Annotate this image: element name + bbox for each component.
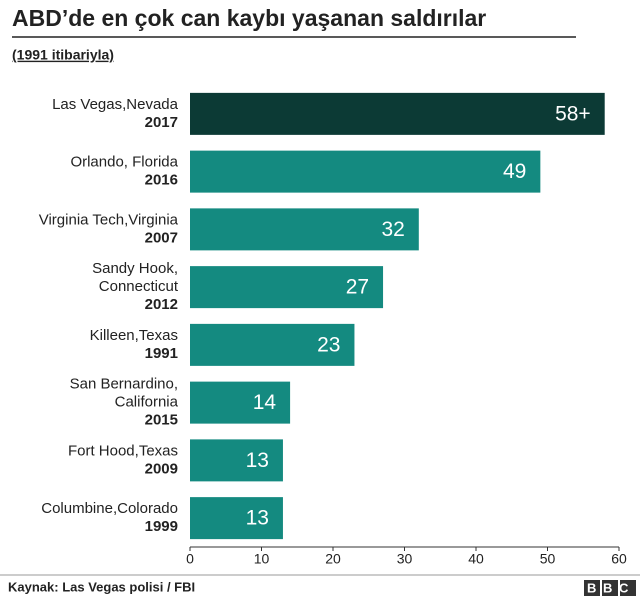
x-tick-label: 10 <box>254 551 270 567</box>
y-tick-label: Orlando, Florida <box>70 154 178 171</box>
x-tick-label: 30 <box>397 551 413 567</box>
year-label: 1991 <box>145 345 178 362</box>
value-label: 32 <box>381 218 404 241</box>
value-label: 58+ <box>555 102 591 125</box>
y-tick-label: Sandy Hook, <box>92 260 178 277</box>
x-tick-label: 20 <box>325 551 341 567</box>
bar <box>190 439 283 482</box>
logo: BBC <box>587 580 635 595</box>
y-tick-label: Las Vegas,Nevada <box>52 96 179 113</box>
bar <box>190 497 283 540</box>
x-tick-label: 60 <box>611 551 627 567</box>
y-tick-label: Killeen,Texas <box>90 327 178 344</box>
y-tick-label: San Bernardino, <box>70 376 178 393</box>
value-label: 13 <box>246 507 269 530</box>
chart-subtitle: (1991 itibariyla) <box>12 47 114 63</box>
logo-box <box>584 580 600 596</box>
x-tick-label: 0 <box>186 551 194 567</box>
bar <box>190 381 291 424</box>
year-label: 2012 <box>145 296 178 313</box>
y-tick-label: Virginia Tech,Virginia <box>39 211 179 228</box>
logo-box <box>620 580 636 596</box>
year-label: 2015 <box>145 412 178 429</box>
bar <box>190 266 384 309</box>
year-label: 2009 <box>145 460 178 477</box>
x-tick-label: 40 <box>468 551 484 567</box>
bar <box>190 150 541 193</box>
source: Kaynak: Las Vegas polisi / FBI <box>8 579 195 594</box>
x-tick-label: 50 <box>540 551 556 567</box>
value-label: 49 <box>503 160 526 183</box>
bar <box>190 323 355 366</box>
y-tick-label: Fort Hood,Texas <box>68 442 178 459</box>
value-label: 27 <box>346 276 369 299</box>
year-label: 2017 <box>145 114 178 131</box>
chart-title: ABD’de en çok can kaybı yaşanan saldırıl… <box>12 5 486 31</box>
y-tick-label: Connecticut <box>99 278 179 295</box>
y-tick-label: California <box>115 394 179 411</box>
year-label: 1999 <box>145 518 178 535</box>
year-label: 2016 <box>145 172 178 189</box>
bar <box>190 208 419 251</box>
y-tick-label: Columbine,Colorado <box>41 500 178 517</box>
value-label: 13 <box>246 449 269 472</box>
value-label: 14 <box>253 391 277 414</box>
value-label: 23 <box>317 333 340 356</box>
year-label: 2007 <box>145 229 178 246</box>
bar <box>190 92 605 135</box>
logo-box <box>602 580 618 596</box>
